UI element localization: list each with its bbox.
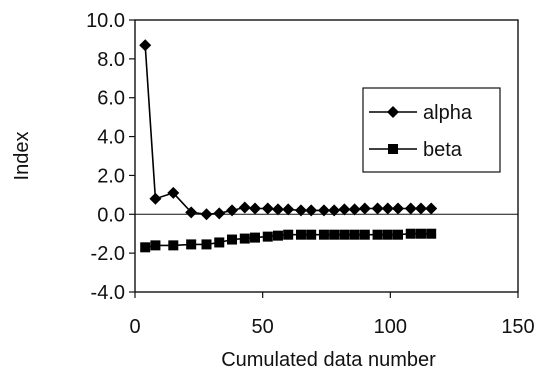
series-0-point (249, 202, 262, 215)
y-tick-label: 10.0 (86, 10, 125, 32)
series-1-point (272, 230, 283, 241)
series-1-point (392, 229, 403, 240)
y-tick-label: -4.0 (91, 282, 125, 304)
series-1-point (168, 240, 179, 251)
series-0-point (226, 204, 239, 217)
series-0-point (348, 203, 361, 216)
series-0-point (305, 204, 318, 217)
x-tick-label: 0 (129, 316, 140, 338)
series-1 (140, 228, 437, 253)
y-tick-label: 6.0 (97, 88, 125, 110)
series-1-point (349, 229, 360, 240)
x-axis-title: Cumulated data number (221, 349, 436, 371)
y-tick-label: 8.0 (97, 49, 125, 71)
series-1-point (250, 232, 261, 243)
series-0-point (294, 204, 307, 217)
series-1-point (359, 229, 370, 240)
series-0-point (414, 202, 427, 215)
series-0-point (391, 202, 404, 215)
series-1-point (426, 228, 437, 239)
series-1-point (150, 240, 161, 251)
series-0-point (185, 206, 198, 219)
series-1-point (415, 228, 426, 239)
series-0-point (139, 39, 152, 52)
y-tick-label: 4.0 (97, 127, 125, 149)
legend-marker-0 (387, 106, 399, 118)
axes-group (129, 19, 519, 298)
series-0-point (213, 207, 226, 220)
plot-area-frame (134, 19, 519, 293)
series-1-point (227, 234, 238, 245)
series-1-point (201, 239, 212, 250)
series-0-point (282, 203, 295, 216)
series-0-point (404, 202, 417, 215)
series-0-point (261, 202, 274, 215)
series-0-point (338, 203, 351, 216)
series-1-point (140, 242, 151, 253)
series-0-point (358, 202, 371, 215)
legend-marker-1 (388, 144, 398, 154)
series-1-point (329, 229, 340, 240)
series-1-point (382, 229, 393, 240)
legend-entry-1: beta (369, 139, 463, 161)
series-0-point (371, 202, 384, 215)
series-0-point (149, 192, 162, 205)
labels-group: 10.0 8.0 6.0 4.0 2.0 0.0 -2.0 -4.00 50 100 150 Cumu… (11, 10, 535, 371)
series-1-point (306, 229, 317, 240)
plot-area-group (134, 19, 519, 293)
series-0-point (271, 203, 284, 216)
legend-entry-0: alpha (369, 102, 473, 124)
legend-label-0: alpha (423, 102, 473, 124)
x-tick-label: 100 (374, 316, 407, 338)
series-1-point (295, 229, 306, 240)
series-1-point (283, 229, 294, 240)
y-tick-label: -2.0 (91, 243, 125, 265)
series-0-point (328, 204, 341, 217)
y-axis-title: Index (11, 132, 33, 181)
series-0-point (167, 186, 180, 199)
series-1-point (239, 233, 250, 244)
series-1-point (372, 229, 383, 240)
series-0-point (317, 204, 330, 217)
series-1-point (339, 229, 350, 240)
legend-box (362, 87, 501, 173)
series-0-point (425, 202, 438, 215)
series-1-point (262, 231, 273, 242)
series-1-point (318, 229, 329, 240)
series-0-point (381, 202, 394, 215)
y-tick-label: 2.0 (97, 165, 125, 187)
legend-label-1: beta (423, 139, 463, 161)
series-1-point (214, 237, 225, 248)
series-1-point (186, 239, 197, 250)
series-0 (139, 39, 438, 221)
series-group (139, 39, 438, 253)
y-tick-label: 0.0 (97, 204, 125, 226)
legend-group: alpha beta (362, 87, 501, 173)
series-1-point (405, 228, 416, 239)
x-tick-label: 50 (252, 316, 274, 338)
series-0-point (238, 201, 251, 214)
x-tick-label: 150 (501, 316, 534, 338)
series-0-point (200, 208, 213, 221)
